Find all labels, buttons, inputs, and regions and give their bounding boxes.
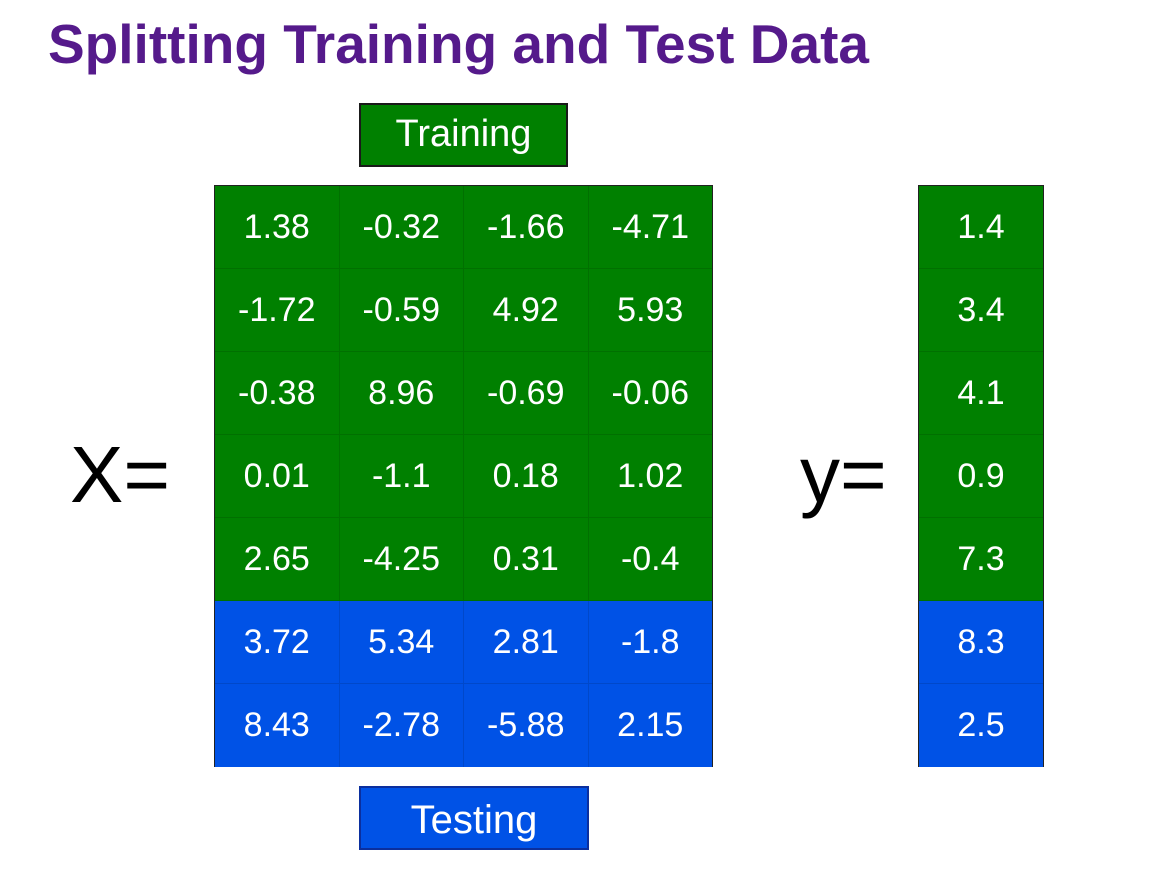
- page-title: Splitting Training and Test Data: [48, 13, 869, 75]
- y-row: 4.1: [919, 352, 1043, 435]
- y-row: 1.4: [919, 186, 1043, 269]
- x-cell: 1.38: [215, 186, 340, 268]
- x-cell: 2.81: [464, 601, 589, 683]
- x-cell: -5.88: [464, 684, 589, 767]
- y-cell: 7.3: [957, 539, 1005, 578]
- x-cell: -2.78: [340, 684, 464, 767]
- x-row: 0.01 -1.1 0.18 1.02: [215, 435, 712, 518]
- y-cell: 2.5: [957, 706, 1005, 744]
- y-row: 2.5: [919, 684, 1043, 767]
- x-row: 1.38 -0.32 -1.66 -4.71: [215, 186, 712, 269]
- x-cell: 5.34: [340, 601, 464, 683]
- x-cell: 1.02: [617, 456, 684, 495]
- x-cell: -4.25: [340, 518, 464, 600]
- x-cell: 4.92: [464, 269, 589, 351]
- x-cell: -1.72: [215, 269, 340, 351]
- x-cell: -1.8: [620, 622, 680, 661]
- x-row: 8.43 -2.78 -5.88 2.15: [215, 684, 712, 767]
- x-cell: 0.18: [464, 435, 589, 517]
- y-row: 7.3: [919, 518, 1043, 601]
- y-row: 8.3: [919, 601, 1043, 684]
- training-label: Training: [359, 103, 568, 167]
- y-cell: 8.3: [957, 622, 1005, 661]
- x-row: 3.72 5.34 2.81 -1.8: [215, 601, 712, 684]
- x-row: -1.72 -0.59 4.92 5.93: [215, 269, 712, 352]
- x-cell: -0.38: [215, 352, 340, 434]
- x-cell: 0.31: [464, 518, 589, 600]
- y-cell: 0.9: [957, 456, 1005, 495]
- x-cell: 2.15: [617, 706, 684, 744]
- y-cell: 4.1: [957, 373, 1005, 412]
- x-cell: -4.71: [611, 207, 690, 246]
- x-cell: 8.43: [215, 684, 340, 767]
- y-cell: 3.4: [957, 290, 1005, 329]
- testing-label: Testing: [359, 786, 589, 850]
- x-cell: 5.93: [617, 290, 684, 329]
- y-row: 3.4: [919, 269, 1043, 352]
- x-cell: -0.06: [611, 373, 690, 412]
- x-row: -0.38 8.96 -0.69 -0.06: [215, 352, 712, 435]
- x-cell: 8.96: [340, 352, 464, 434]
- x-cell: 0.01: [215, 435, 340, 517]
- y-vector-label: y=: [800, 430, 887, 519]
- x-cell: -0.69: [464, 352, 589, 434]
- x-cell: -0.32: [340, 186, 464, 268]
- x-cell: -1.1: [340, 435, 464, 517]
- y-row: 0.9: [919, 435, 1043, 518]
- x-cell: 3.72: [215, 601, 340, 683]
- x-row: 2.65 -4.25 0.31 -0.4: [215, 518, 712, 601]
- y-cell: 1.4: [957, 207, 1005, 246]
- x-cell: -0.4: [620, 539, 680, 578]
- x-matrix-label: X=: [70, 430, 171, 519]
- x-cell: -0.59: [340, 269, 464, 351]
- x-matrix: 1.38 -0.32 -1.66 -4.71 -1.72 -0.59 4.92 …: [214, 185, 713, 767]
- y-vector: 1.4 3.4 4.1 0.9 7.3 8.3 2.5: [918, 185, 1044, 767]
- x-cell: 2.65: [215, 518, 340, 600]
- x-cell: -1.66: [464, 186, 589, 268]
